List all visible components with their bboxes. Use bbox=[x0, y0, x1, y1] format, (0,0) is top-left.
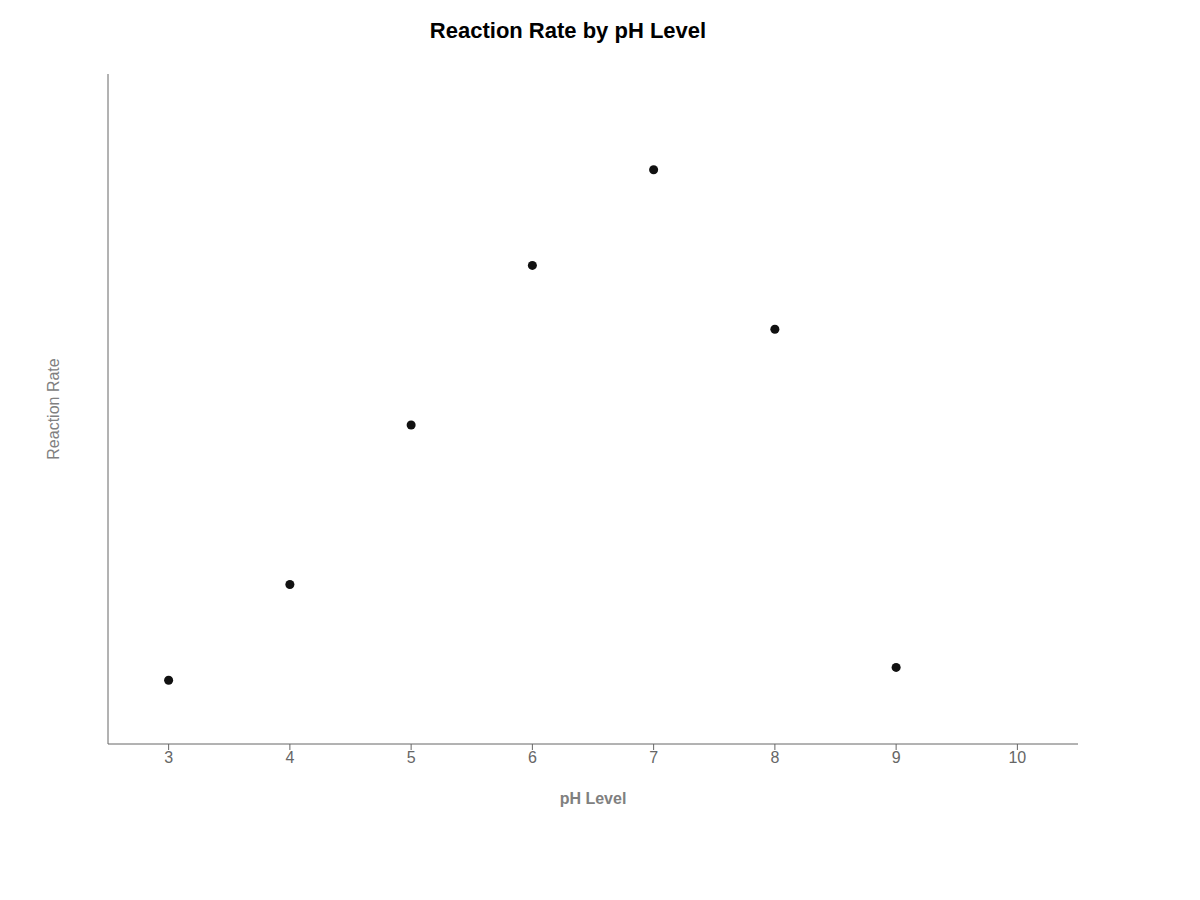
html-text:Reaction Rate by pH Level: Reaction Rate by pH Level bbox=[429, 18, 707, 43]
svg-text:6: 6 bbox=[528, 749, 537, 766]
svg-text:4: 4 bbox=[285, 749, 294, 766]
svg-text:5: 5 bbox=[407, 749, 416, 766]
svg-text:9: 9 bbox=[892, 749, 901, 766]
svg-text:10: 10 bbox=[1008, 749, 1026, 766]
svg-text:3: 3 bbox=[164, 749, 173, 766]
svg-text:8: 8 bbox=[770, 749, 779, 766]
svg-text:7: 7 bbox=[649, 749, 658, 766]
svg-text:pH Level: pH Level bbox=[560, 790, 627, 807]
svg-text:Reaction Rate: Reaction Rate bbox=[45, 358, 62, 459]
